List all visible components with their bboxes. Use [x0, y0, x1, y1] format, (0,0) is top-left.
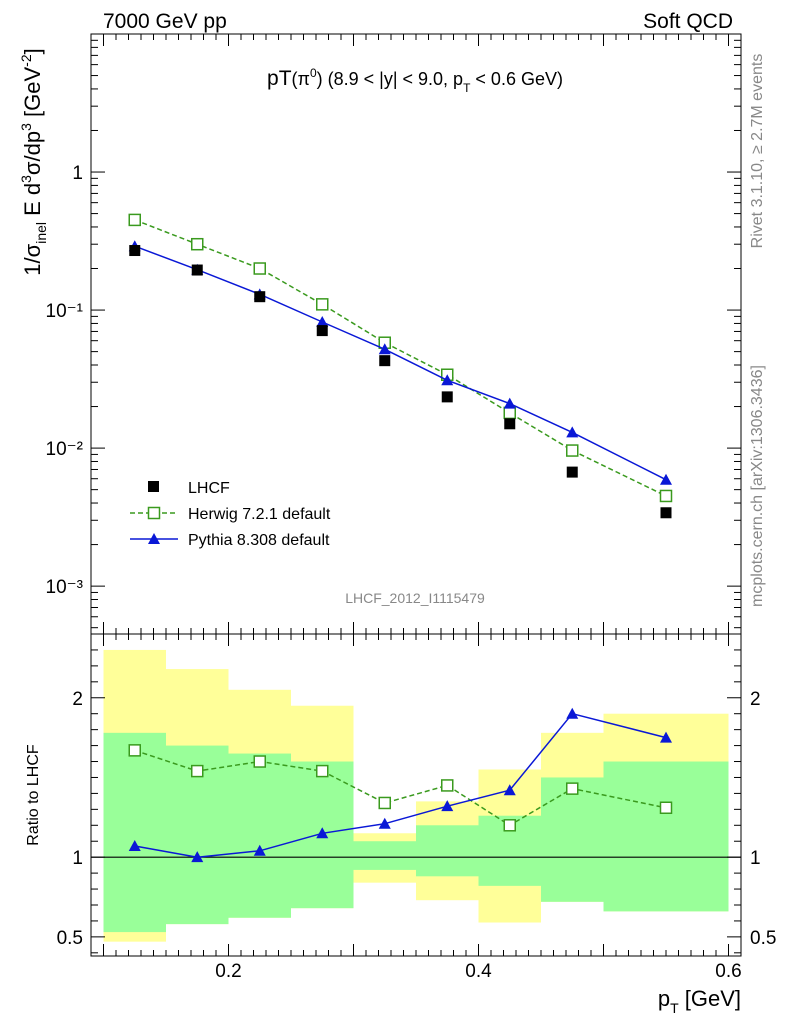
main-lhcf-point — [191, 264, 203, 276]
ratio-y-tick-label-left: 0.5 — [57, 928, 83, 949]
ratio-y-tick-label-right: 0.5 — [750, 928, 776, 949]
legend-pythia-marker — [148, 533, 160, 544]
main-pythia-point — [316, 315, 329, 327]
main-pythia-point — [660, 473, 672, 485]
legend-pythia-label: Pythia 8.308 default — [188, 532, 330, 549]
ratio-band-inner — [353, 841, 416, 870]
main-y-axis-label: 1/σinel E d3σ/dp3 [GeV-2] — [18, 48, 49, 275]
ratio-pythia-point — [441, 800, 454, 812]
legend-lhcf-marker — [148, 481, 159, 492]
ratio-herwig-point — [191, 764, 204, 778]
main-herwig-point — [566, 444, 579, 457]
ratio-band-inner — [603, 761, 729, 912]
y-tick-label: 10⁻³ — [46, 577, 84, 598]
main-lhcf-point — [129, 245, 141, 257]
ratio-herwig-point — [378, 796, 391, 810]
ratio-y-tick-label-left: 2 — [72, 689, 83, 710]
ratio-y-tick-label-right: 2 — [750, 689, 761, 710]
main-herwig-point — [191, 237, 204, 251]
x-tick-label: 0.4 — [465, 961, 492, 982]
legend-lhcf-label: LHCF — [188, 480, 230, 497]
ratio-pythia-point — [660, 731, 672, 743]
ratio-herwig-point — [566, 782, 579, 795]
main-herwig-line — [134, 219, 667, 497]
y-tick-label: 1 — [72, 163, 83, 184]
main-lhcf-point — [504, 418, 516, 430]
ratio-herwig-point — [441, 779, 454, 792]
ratio-herwig-point — [253, 755, 266, 768]
ratio-band-inner — [228, 753, 291, 918]
main-herwig-point — [128, 213, 141, 227]
ratio-band-inner — [103, 732, 166, 933]
x-axis-label: pT [GeV] — [658, 986, 741, 1016]
ratio-y-tick-label-right: 1 — [750, 848, 761, 869]
main-pythia-point — [566, 426, 579, 438]
mcplots-label: mcplots.cern.ch [arXiv:1306.3436] — [749, 365, 766, 607]
main-lhcf-point — [660, 507, 672, 519]
main-pythia-point — [441, 374, 454, 386]
x-tick-label: 0.6 — [715, 961, 741, 982]
ratio-herwig-point — [503, 819, 516, 832]
ratio-herwig-point — [128, 744, 141, 757]
main-herwig-point — [253, 262, 266, 275]
analysis-watermark: LHCF_2012_I1115479 — [345, 590, 485, 606]
ratio-pythia-point — [503, 784, 516, 796]
main-title: pT(π0) (8.9 < |y| < 9.0, pT < 0.6 GeV) — [267, 66, 563, 95]
ratio-herwig-point — [659, 801, 673, 815]
main-lhcf-point — [379, 355, 391, 367]
ratio-band-inner — [541, 777, 604, 902]
main-herwig-point — [316, 298, 329, 311]
ratio-pythia-point — [316, 827, 329, 839]
ratio-y-tick-label-left: 1 — [72, 848, 83, 869]
main-herwig-point — [659, 489, 673, 503]
rivet-label: Rivet 3.1.10, ≥ 2.7M events — [749, 54, 766, 249]
legend: LHCF Herwig 7.2.1 default Pythia 8.308 d… — [130, 480, 331, 549]
main-pythia-point — [503, 397, 516, 409]
ratio-pythia-point — [378, 817, 391, 829]
ratio-y-axis-label: Ratio to LHCF — [25, 744, 42, 846]
legend-herwig-marker — [147, 506, 161, 520]
ratio-plot-frame — [90, 633, 742, 957]
legend-herwig-label: Herwig 7.2.1 default — [188, 506, 331, 523]
ratio-pythia-point — [128, 840, 141, 852]
y-tick-label: 10⁻¹ — [46, 301, 84, 322]
x-tick-label: 0.2 — [215, 961, 241, 982]
ratio-pythia-point — [566, 707, 579, 719]
main-herwig-point — [503, 406, 516, 420]
main-lhcf-point — [316, 325, 328, 337]
y-tick-label: 10⁻² — [46, 439, 84, 460]
ratio-herwig-line — [134, 749, 667, 827]
main-pythia-line — [134, 245, 667, 481]
main-lhcf-point — [566, 466, 578, 478]
energy-label: 7000 GeV pp — [103, 10, 227, 33]
main-lhcf-point — [254, 291, 266, 303]
ratio-herwig-point — [316, 764, 329, 778]
ratio-band-inner — [416, 825, 479, 877]
main-pythia-point — [378, 343, 391, 355]
category-label: Soft QCD — [643, 10, 733, 33]
ratio-pythia-point — [191, 851, 204, 863]
main-lhcf-point — [441, 391, 453, 403]
ratio-pythia-point — [253, 844, 266, 856]
